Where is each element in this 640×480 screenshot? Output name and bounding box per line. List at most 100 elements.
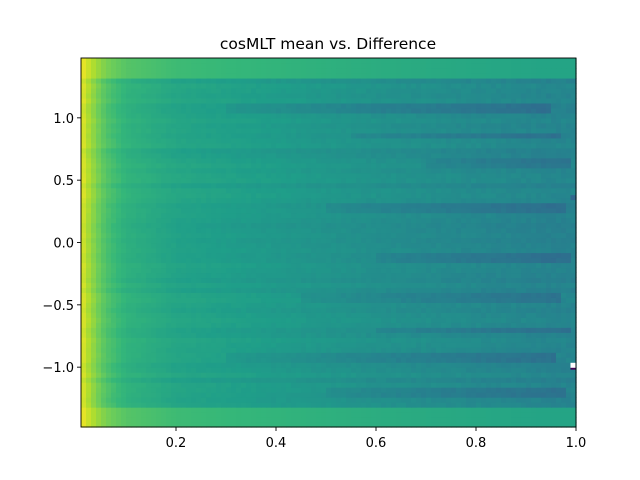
heatmap-cell <box>481 362 487 368</box>
heatmap-cell <box>511 212 517 219</box>
heatmap-cell <box>291 257 297 264</box>
heatmap-cell <box>486 307 492 313</box>
heatmap-cell <box>126 172 132 179</box>
heatmap-cell <box>426 272 432 279</box>
heatmap-cell <box>541 187 547 194</box>
heatmap-cell <box>486 222 492 229</box>
heatmap-cell <box>146 422 152 428</box>
heatmap-cell <box>91 367 97 373</box>
heatmap-cell <box>446 377 452 383</box>
heatmap-cell <box>126 367 132 373</box>
heatmap-cell <box>381 312 387 318</box>
heatmap-cell <box>256 257 262 264</box>
heatmap-cell <box>486 417 492 423</box>
heatmap-cell <box>431 282 437 288</box>
heatmap-cell <box>321 302 327 308</box>
heatmap-cell <box>376 187 382 194</box>
heatmap-cell <box>211 182 217 189</box>
heatmap-cell <box>341 367 347 373</box>
heatmap-cell <box>261 227 267 234</box>
heatmap-cell <box>391 347 397 353</box>
heatmap-cell <box>326 392 332 398</box>
heatmap-cell <box>371 332 377 338</box>
heatmap-cell <box>511 377 517 383</box>
heatmap-cell <box>256 282 262 288</box>
heatmap-cell <box>466 182 472 189</box>
heatmap-cell <box>251 267 257 274</box>
heatmap-cell <box>556 297 562 303</box>
heatmap-cell <box>356 402 362 408</box>
heatmap-cell <box>411 212 417 219</box>
heatmap-cell <box>131 207 137 214</box>
heatmap-cell <box>466 372 472 378</box>
heatmap-cell <box>396 352 402 358</box>
heatmap-cell <box>311 242 317 249</box>
heatmap-cell <box>271 392 277 398</box>
heatmap-cell <box>481 187 487 194</box>
heatmap-cell <box>106 237 112 244</box>
heatmap-cell <box>266 237 272 244</box>
heatmap-cell <box>486 187 492 194</box>
heatmap-cell <box>191 212 197 219</box>
heatmap-cell <box>216 407 222 413</box>
heatmap-cell <box>501 317 507 323</box>
heatmap-cell <box>491 317 497 323</box>
heatmap-cell <box>271 382 277 388</box>
heatmap-cell <box>426 252 432 259</box>
heatmap-cell <box>181 207 187 214</box>
heatmap-cell <box>456 397 462 403</box>
heatmap-cell <box>456 407 462 413</box>
heatmap-cell <box>191 297 197 303</box>
heatmap-cell <box>436 407 442 413</box>
heatmap-cell <box>186 332 192 338</box>
heatmap-cell <box>281 232 287 239</box>
heatmap-cell <box>181 282 187 288</box>
heatmap-cell <box>371 267 377 274</box>
heatmap-cell <box>556 292 562 298</box>
heatmap-cell <box>531 242 537 249</box>
heatmap-cell <box>146 337 152 343</box>
heatmap-cell <box>321 287 327 293</box>
heatmap-cell <box>191 407 197 413</box>
heatmap-cell <box>201 292 207 298</box>
heatmap-cell <box>491 297 497 303</box>
heatmap-cell <box>241 277 247 283</box>
heatmap-cell <box>506 362 512 368</box>
heatmap-cell <box>471 307 477 313</box>
heatmap-cell <box>361 207 367 214</box>
heatmap-cell <box>566 337 572 343</box>
heatmap-cell <box>361 217 367 224</box>
heatmap-cell <box>171 337 177 343</box>
heatmap-cell <box>441 292 447 298</box>
heatmap-cell <box>501 217 507 224</box>
heatmap-cell <box>251 402 257 408</box>
heatmap-cell <box>206 182 212 189</box>
heatmap-cell <box>326 337 332 343</box>
heatmap-cell <box>306 332 312 338</box>
heatmap-cell <box>226 377 232 383</box>
heatmap-cell <box>566 387 572 393</box>
heatmap-cell <box>351 337 357 343</box>
heatmap-cell <box>216 327 222 333</box>
heatmap-cell <box>331 217 337 224</box>
heatmap-cell <box>551 217 557 224</box>
heatmap-cell <box>426 187 432 194</box>
heatmap-cell <box>326 222 332 229</box>
heatmap-cell <box>421 297 427 303</box>
heatmap-cell <box>521 357 527 363</box>
heatmap-cell <box>466 232 472 239</box>
heatmap-cell <box>316 187 322 194</box>
heatmap-cell <box>306 392 312 398</box>
heatmap-cell <box>426 377 432 383</box>
heatmap-cell <box>476 407 482 413</box>
heatmap-cell <box>481 387 487 393</box>
heatmap-cell <box>461 267 467 274</box>
heatmap-cell <box>411 312 417 318</box>
heatmap-cell <box>536 357 542 363</box>
heatmap-cell <box>501 262 507 269</box>
heatmap-cell <box>286 377 292 383</box>
heatmap-cell <box>411 357 417 363</box>
heatmap-cell <box>196 202 202 209</box>
heatmap-cell <box>541 287 547 293</box>
heatmap-cell <box>446 312 452 318</box>
